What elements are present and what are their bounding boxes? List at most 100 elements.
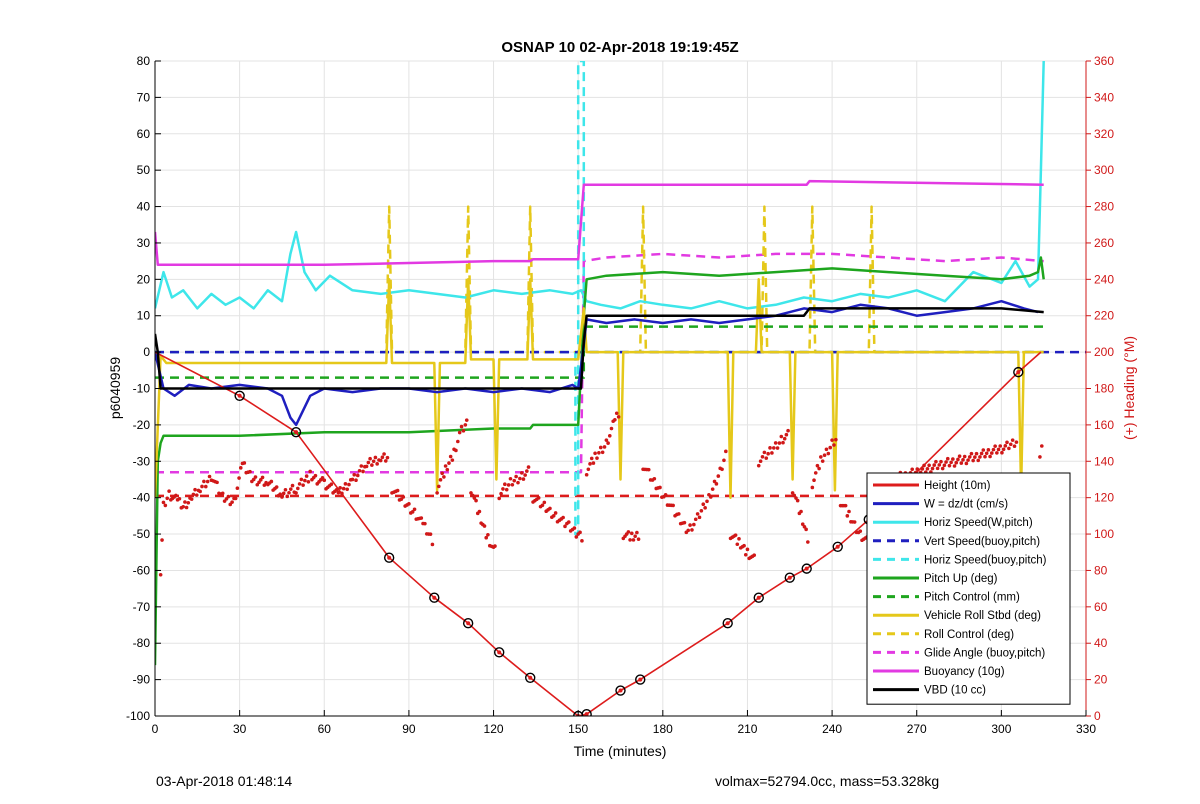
heading-point [745,547,750,552]
x-tick-label: 210 [737,722,757,736]
heading-point [457,430,462,435]
heading-point [925,466,930,471]
legend-label-pitch: Pitch Up (deg) [924,573,998,585]
heading-point [614,411,619,416]
x-tick-label: 270 [907,722,927,736]
heading-point [652,476,657,481]
heading-point [806,540,810,544]
heading-point [463,423,468,427]
heading-point [526,465,531,469]
heading-point [368,456,372,461]
heading-point [521,477,526,481]
heading-point [995,451,999,455]
y-right-tick-label: 140 [1094,454,1114,468]
heading-point [944,460,948,464]
series-line-height [155,351,1042,716]
height-marker [801,563,812,574]
heading-point [578,530,582,535]
heading-point [989,451,994,455]
series-line-buoy [155,179,1044,267]
heading-point [626,530,631,534]
heading-point [976,458,981,463]
heading-point [843,503,848,508]
heading-point [205,479,210,484]
heading-point [589,456,594,461]
heading-point [299,477,304,482]
heading-point [253,475,258,479]
heading-point [306,479,311,484]
heading-point [1000,450,1004,455]
legend-label-glide: Glide Angle (buoy,pitch) [924,647,1045,659]
y-tick-label: -10 [133,382,151,396]
legend-label-rollctl: Roll Control (deg) [924,629,1014,641]
heading-point [226,494,231,499]
heading-point [341,486,346,491]
y-tick-label: -70 [133,600,151,614]
heading-point [930,466,935,471]
height-marker-center [1016,370,1021,375]
heading-point [782,436,787,441]
heading-point [281,491,286,496]
heading-point [336,490,341,495]
heading-point [1010,438,1015,442]
heading-point [822,453,827,458]
heading-point [832,443,836,447]
heading-point [280,495,284,499]
heading-point [322,478,327,483]
x-tick-label: 120 [484,722,504,736]
heading-point [658,485,662,490]
heading-point [563,524,567,529]
heading-point [792,493,797,498]
y-right-tick-label: 320 [1094,127,1114,141]
legend-label-vspeed: Vert Speed(buoy,pitch) [924,536,1040,548]
heading-point [412,507,417,512]
heading-point [174,493,178,498]
heading-point [193,487,197,492]
heading-point [202,479,206,484]
y-tick-label: 40 [137,200,151,214]
heading-point [364,464,369,469]
heading-point [445,467,450,472]
y-tick-label: -90 [133,673,151,687]
heading-point [448,454,453,459]
height-marker-center [497,650,502,655]
heading-point [313,473,318,478]
heading-point [189,497,194,501]
heading-point [937,463,942,467]
heading-point [486,532,490,537]
heading-point [566,520,571,524]
heading-point [450,458,455,462]
heading-point [366,460,371,465]
heading-point [996,447,1001,452]
heading-point [720,467,724,472]
y-right-tick-label: 0 [1094,709,1101,723]
height-marker [832,541,843,552]
heading-point [817,466,821,471]
heading-point [354,478,358,483]
heading-point [693,517,698,522]
heading-point [847,509,851,514]
heading-point [722,458,726,463]
series-line-hspeed [155,61,1045,310]
y-tick-label: -100 [126,709,150,723]
x-tick-label: 0 [152,722,159,736]
heading-point [548,506,552,511]
heading-point [795,498,800,503]
heading-point [604,438,609,442]
heading-point [768,446,772,450]
y-right-tick-label: 120 [1094,491,1114,505]
heading-point [561,515,565,520]
y-axis-label: p6040959 [107,357,123,420]
x-tick-label: 300 [991,722,1011,736]
heading-point [629,531,634,536]
heading-point [516,480,520,485]
heading-point [764,456,769,460]
height-marker-center [618,688,623,693]
heading-point [762,450,767,455]
heading-point [220,491,225,496]
heading-point [461,429,466,433]
heading-point [710,487,715,491]
legend: Height (10m) W = dz/dt (cm/s) Horiz Speed(… [866,472,1071,705]
heading-point [361,469,365,474]
